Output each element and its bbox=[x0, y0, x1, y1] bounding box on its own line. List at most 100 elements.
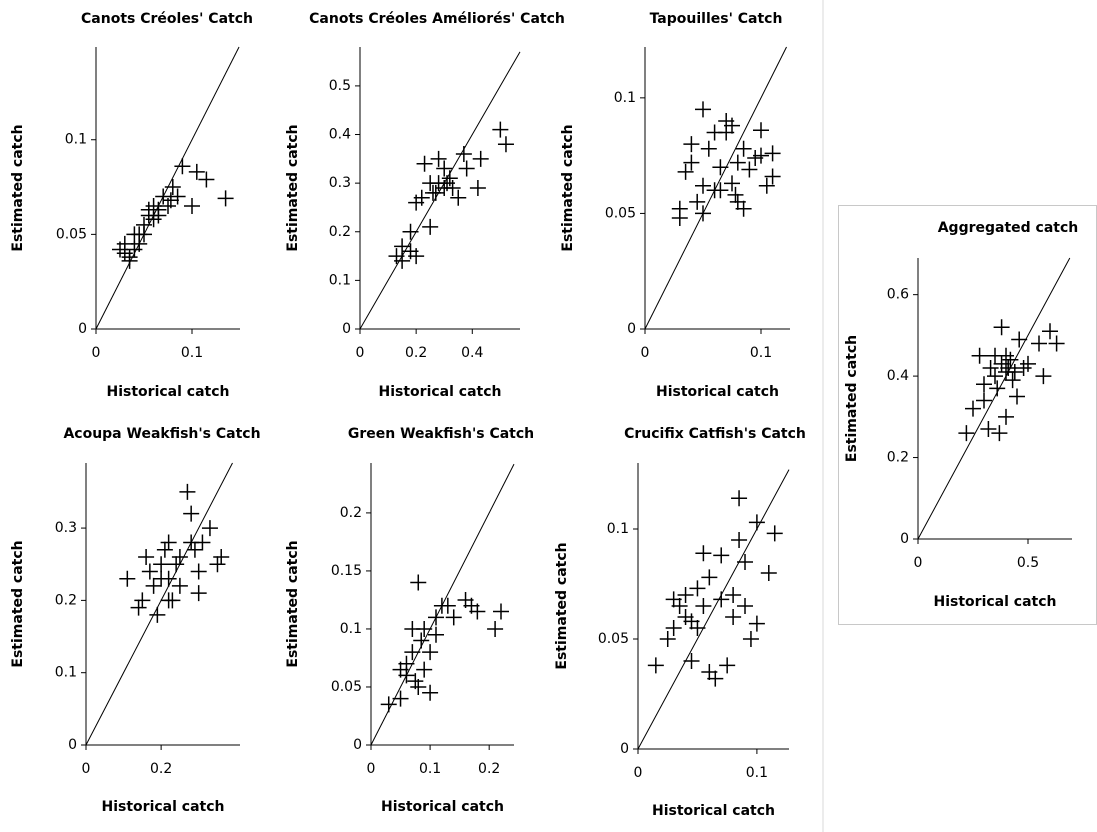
point bbox=[671, 200, 688, 217]
x-axis-label: Historical catch bbox=[934, 594, 1057, 610]
point bbox=[712, 159, 729, 176]
point bbox=[695, 177, 711, 194]
point bbox=[138, 549, 155, 565]
chart-title: Aggregated catch bbox=[938, 220, 1079, 236]
point bbox=[1009, 388, 1025, 405]
point bbox=[737, 554, 754, 570]
y-axis-label: Estimated catch bbox=[844, 335, 860, 462]
point bbox=[155, 188, 172, 205]
point bbox=[422, 644, 439, 661]
point bbox=[439, 597, 456, 614]
chart-title: Canots Créoles Améliorés' Catch bbox=[309, 11, 565, 27]
point bbox=[131, 226, 148, 243]
y-tick-label: 0.05 bbox=[598, 631, 629, 647]
point bbox=[976, 376, 992, 393]
point bbox=[695, 598, 712, 614]
x-tick-label: 0 bbox=[641, 345, 650, 361]
point bbox=[980, 421, 997, 438]
point bbox=[725, 609, 742, 625]
point bbox=[190, 585, 207, 602]
point bbox=[987, 368, 1003, 385]
x-tick-label: 0.4 bbox=[461, 345, 483, 361]
y-tick-label: 0 bbox=[900, 531, 909, 547]
x-axis-label: Historical catch bbox=[656, 384, 779, 400]
y-tick-label: 0.1 bbox=[607, 521, 629, 537]
point bbox=[748, 514, 765, 531]
reference-line bbox=[359, 51, 521, 330]
point bbox=[444, 180, 461, 196]
y-tick-label: 0.2 bbox=[55, 592, 77, 608]
point bbox=[729, 154, 746, 171]
reference-line bbox=[637, 469, 790, 750]
point bbox=[213, 549, 230, 565]
point bbox=[183, 505, 200, 522]
y-tick-label: 0 bbox=[620, 741, 629, 757]
point bbox=[441, 170, 458, 187]
point bbox=[971, 347, 988, 364]
point bbox=[394, 238, 411, 255]
point bbox=[140, 201, 157, 218]
point bbox=[700, 140, 717, 157]
point bbox=[764, 145, 781, 162]
point bbox=[1031, 335, 1047, 352]
point bbox=[735, 200, 752, 217]
point bbox=[727, 186, 744, 203]
point bbox=[186, 541, 203, 558]
x-tick-label: 0 bbox=[914, 555, 923, 571]
chart-title: Crucifix Catfish's Catch bbox=[624, 426, 806, 442]
y-axis-label: Estimated catch bbox=[10, 540, 26, 667]
point bbox=[998, 408, 1014, 425]
point bbox=[380, 696, 397, 713]
point bbox=[422, 684, 439, 701]
point bbox=[469, 180, 486, 196]
point bbox=[450, 189, 467, 206]
point bbox=[402, 223, 419, 240]
point bbox=[174, 158, 191, 175]
point bbox=[764, 168, 781, 185]
y-tick-label: 0.1 bbox=[55, 665, 77, 681]
y-axis-label: Estimated catch bbox=[285, 124, 301, 251]
point bbox=[422, 218, 439, 235]
point bbox=[724, 175, 740, 192]
point bbox=[712, 182, 729, 199]
point bbox=[683, 653, 700, 669]
x-axis-label: Historical catch bbox=[102, 799, 225, 815]
point bbox=[392, 690, 409, 707]
x-tick-label: 0.1 bbox=[750, 345, 772, 361]
point bbox=[217, 190, 234, 207]
x-tick-label: 0 bbox=[92, 345, 101, 361]
y-tick-label: 0.05 bbox=[56, 226, 87, 242]
x-axis-label: Historical catch bbox=[652, 803, 775, 819]
point bbox=[169, 188, 186, 205]
point bbox=[416, 620, 433, 637]
point bbox=[136, 216, 152, 233]
point bbox=[1015, 359, 1032, 376]
point bbox=[766, 525, 783, 542]
y-axis-label: Estimated catch bbox=[10, 124, 26, 251]
point bbox=[134, 592, 151, 609]
point bbox=[164, 179, 181, 196]
y-tick-label: 0.4 bbox=[329, 127, 351, 143]
point bbox=[407, 673, 424, 690]
point bbox=[416, 155, 433, 172]
point bbox=[392, 661, 409, 678]
point bbox=[677, 163, 694, 180]
x-axis-label: Historical catch bbox=[107, 384, 230, 400]
point bbox=[430, 150, 447, 167]
point bbox=[445, 609, 462, 626]
point bbox=[701, 569, 718, 586]
point bbox=[1011, 331, 1028, 348]
point bbox=[156, 541, 173, 558]
point bbox=[1035, 368, 1052, 385]
point bbox=[121, 252, 138, 269]
x-axis-label: Historical catch bbox=[381, 799, 504, 815]
point bbox=[428, 626, 444, 643]
point bbox=[416, 661, 433, 678]
point bbox=[993, 355, 1010, 372]
x-tick-label: 0.2 bbox=[405, 345, 427, 361]
y-tick-label: 0.15 bbox=[331, 563, 362, 579]
point bbox=[184, 197, 200, 214]
reference-line bbox=[85, 462, 233, 746]
point bbox=[683, 136, 700, 153]
